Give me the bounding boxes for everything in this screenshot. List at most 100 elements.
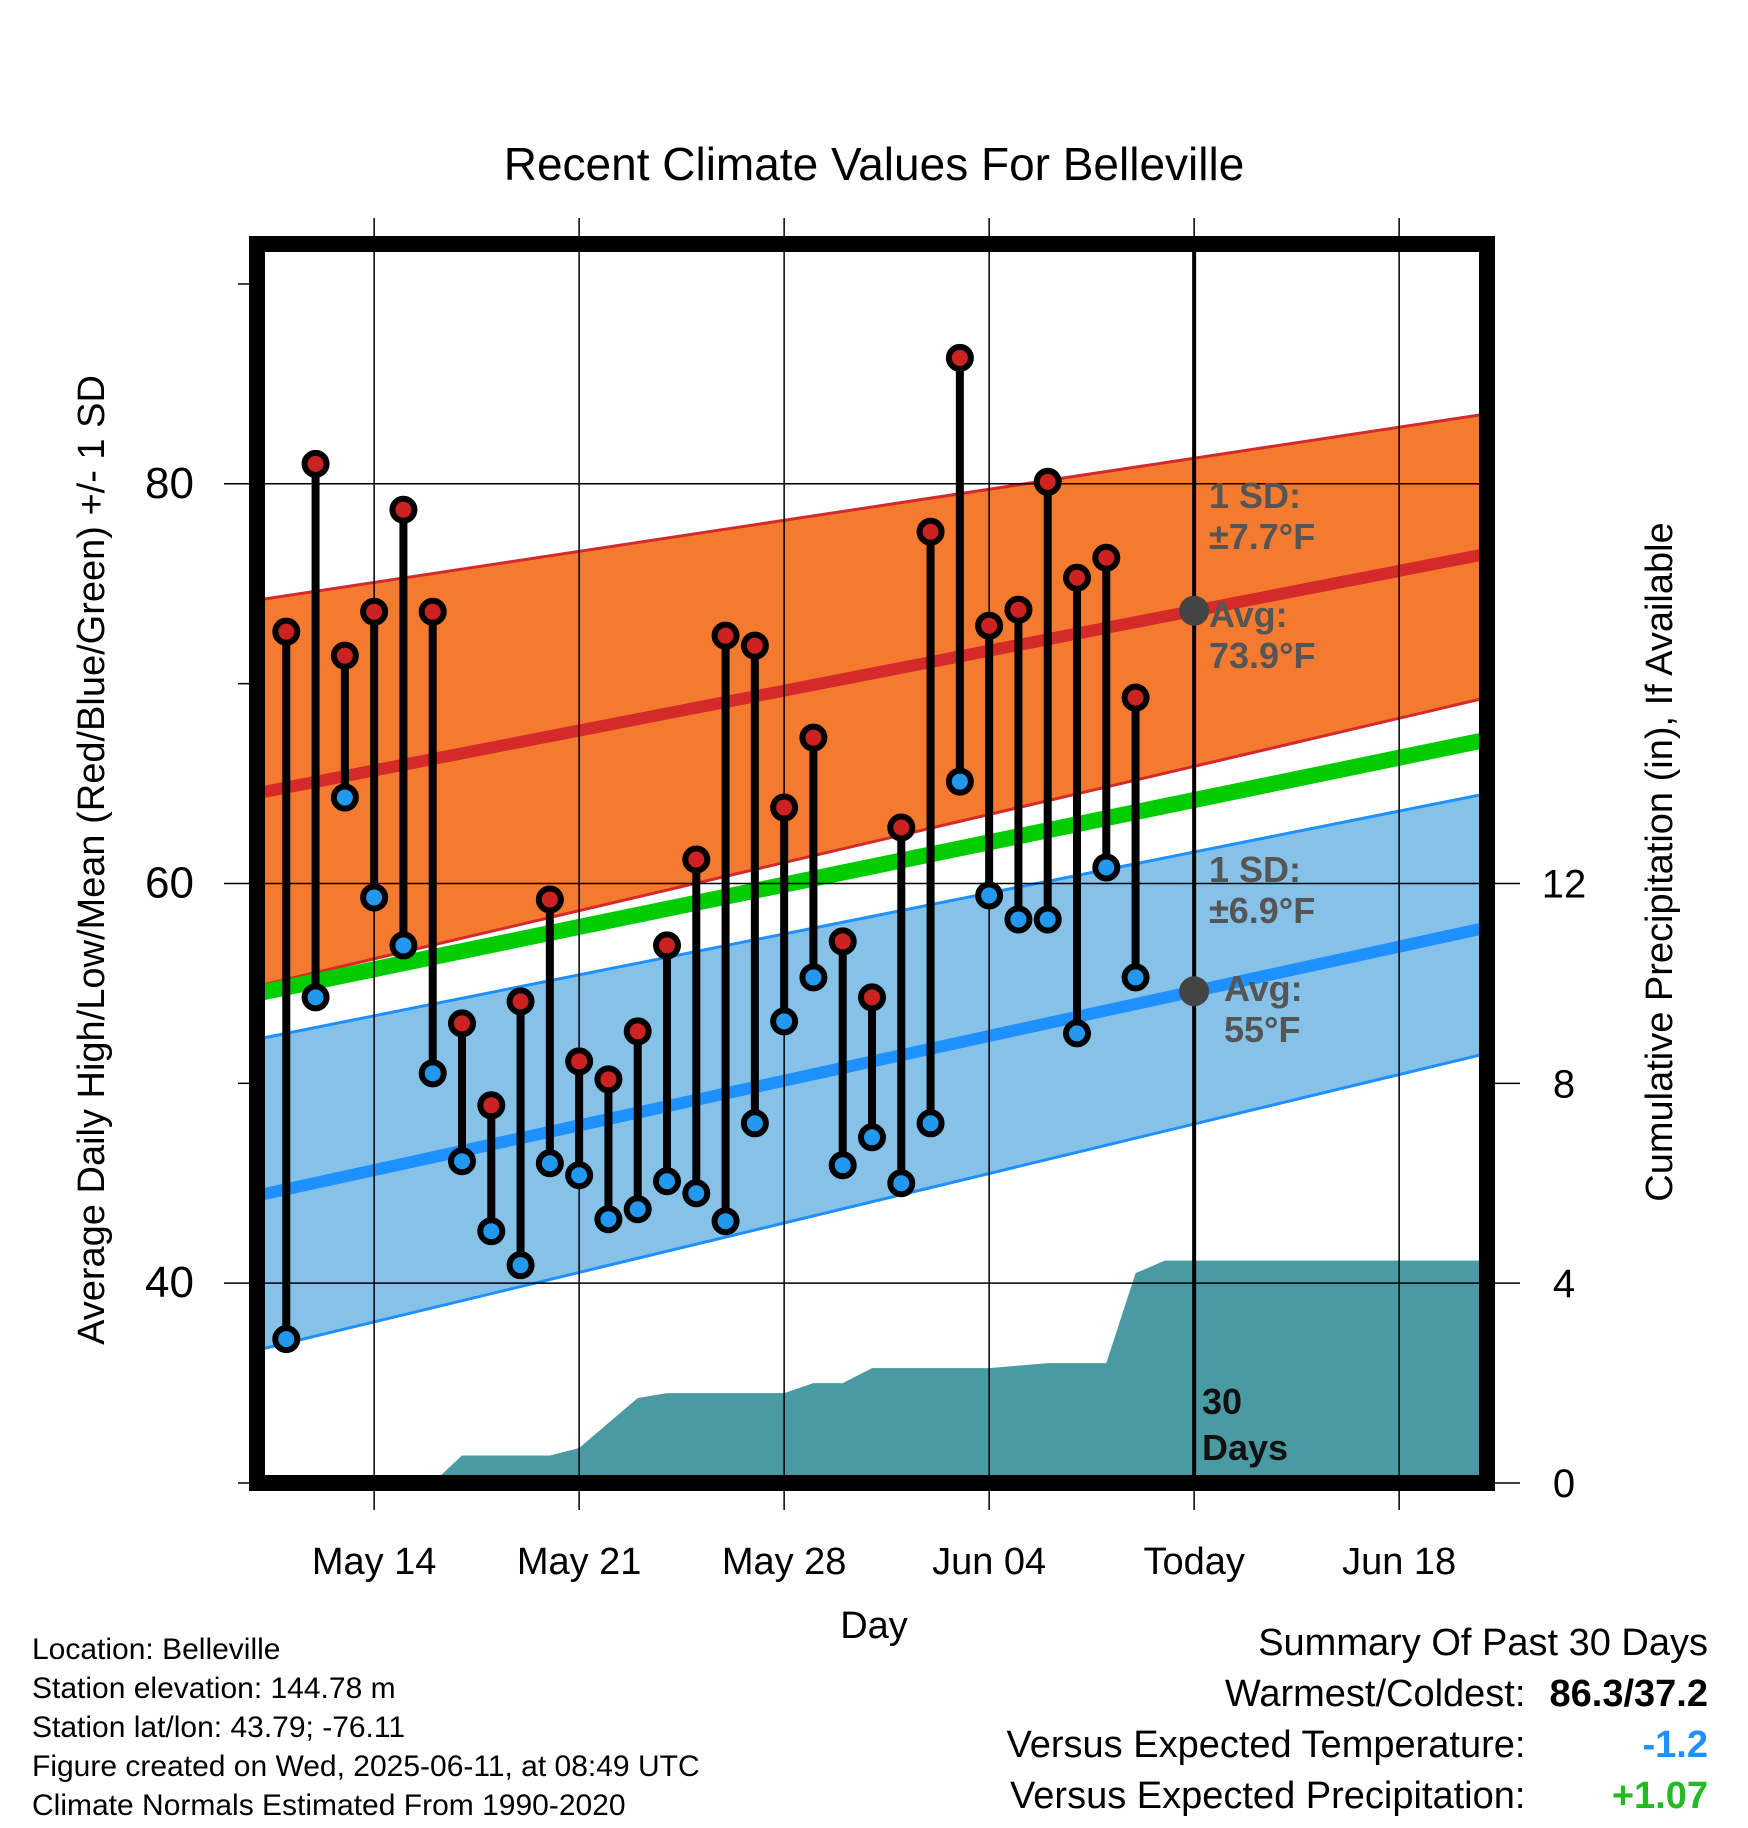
low-sd-label: 1 SD: — [1209, 849, 1301, 890]
low-marker — [448, 1147, 476, 1176]
low-marker — [828, 1151, 857, 1180]
high-sd-band — [257, 413, 1487, 987]
low-marker — [477, 1217, 506, 1246]
high-marker — [272, 617, 301, 646]
created-text: Figure created on Wed, 2025-06-11, at 08… — [32, 1750, 700, 1783]
observations — [272, 343, 1150, 1354]
low-marker — [565, 1161, 594, 1190]
high-marker — [711, 621, 740, 650]
station-info: Location: Belleville Station elevation: … — [32, 1630, 700, 1825]
warm-cold-value: 86.3/37.2 — [1549, 1673, 1708, 1715]
high-marker — [594, 1065, 623, 1094]
x-tick-label: Today — [1143, 1541, 1244, 1583]
today-low-avg-marker — [1179, 976, 1210, 1007]
high-marker — [477, 1091, 506, 1120]
high-marker — [975, 611, 1004, 640]
low-marker — [506, 1251, 535, 1280]
low-sd-band-lower-edge — [257, 1051, 1487, 1352]
precip-area — [257, 1260, 1487, 1483]
days-label-text: Days — [1202, 1427, 1288, 1468]
low-marker — [623, 1195, 652, 1224]
high-sd-value: ±7.7°F — [1209, 516, 1315, 557]
y-left-tick-label: 40 — [145, 1258, 194, 1307]
low-marker — [272, 1325, 301, 1354]
high-marker — [1033, 467, 1062, 496]
x-tick-label: Jun 18 — [1342, 1541, 1456, 1583]
low-marker — [330, 783, 359, 812]
high-sd-band-upper-edge — [257, 412, 1487, 602]
high-marker — [565, 1047, 594, 1076]
high-marker — [799, 723, 828, 752]
x-tick-label: Jun 04 — [932, 1541, 1046, 1583]
precip-label: Versus Expected Precipitation: — [1010, 1775, 1526, 1817]
y-right-tick-label: 0 — [1553, 1462, 1575, 1506]
high-marker — [945, 343, 974, 372]
x-tick-label: May 14 — [312, 1541, 437, 1583]
high-marker — [360, 597, 389, 626]
low-marker — [594, 1205, 623, 1234]
warm-cold-label: Warmest/Coldest: — [1224, 1673, 1526, 1715]
summary-temp: Versus Expected Temperature: -1.2 — [1007, 1720, 1708, 1771]
low-marker — [975, 881, 1004, 910]
y-right-tick-label: 12 — [1542, 862, 1587, 906]
summary-title: Summary Of Past 30 Days — [1258, 1622, 1708, 1664]
high-marker — [535, 885, 564, 914]
days-label-number: 30 — [1202, 1381, 1242, 1422]
low-marker — [887, 1169, 916, 1198]
low-marker — [301, 983, 330, 1012]
chart-title: Recent Climate Values For Belleville — [504, 138, 1245, 190]
high-marker — [301, 449, 330, 478]
y-left-tick-label: 80 — [145, 459, 194, 508]
low-avg-label: Avg: — [1224, 968, 1303, 1009]
low-marker — [535, 1149, 564, 1178]
low-marker — [1033, 905, 1062, 934]
today-high-avg-marker — [1179, 595, 1210, 626]
plot-frame — [249, 236, 1495, 1491]
high-sd-label: 1 SD: — [1209, 475, 1301, 516]
low-avg-value: 55°F — [1224, 1009, 1300, 1050]
temp-label: Versus Expected Temperature: — [1006, 1724, 1526, 1766]
x-tick-label: May 28 — [722, 1541, 847, 1583]
high-avg-value: 73.9°F — [1209, 635, 1315, 676]
y-left-tick-label: 60 — [145, 858, 194, 907]
precip-value: +1.07 — [1611, 1775, 1708, 1817]
high-marker — [418, 597, 447, 626]
high-marker — [1063, 563, 1091, 592]
low-marker — [799, 963, 828, 992]
y-right-tick-label: 8 — [1553, 1062, 1575, 1106]
summary-panel: Summary Of Past 30 Days Warmest/Coldest:… — [1007, 1618, 1708, 1822]
elevation-text: Station elevation: 144.78 m — [32, 1672, 396, 1705]
low-marker — [770, 1007, 799, 1036]
normal-low-line — [257, 921, 1487, 1202]
temp-value: -1.2 — [1642, 1724, 1708, 1766]
high-marker — [389, 495, 418, 524]
location-text: Location: Belleville — [32, 1633, 281, 1666]
high-marker — [916, 517, 945, 546]
high-marker — [770, 793, 799, 822]
normals-text: Climate Normals Estimated From 1990-2020 — [32, 1789, 626, 1822]
summary-precip: Versus Expected Precipitation: +1.07 — [1007, 1771, 1708, 1822]
high-marker — [448, 1009, 476, 1038]
high-marker — [1004, 595, 1033, 624]
low-marker — [389, 931, 418, 960]
low-marker — [418, 1059, 447, 1088]
y-right-tick-label: 4 — [1553, 1262, 1575, 1306]
x-tick-label: May 21 — [517, 1541, 642, 1583]
x-axis-label: Day — [840, 1605, 908, 1647]
low-marker — [653, 1167, 681, 1196]
high-marker — [682, 845, 711, 874]
low-marker — [916, 1109, 945, 1138]
y-axis-label-left: Average Daily High/Low/Mean (Red/Blue/Gr… — [71, 375, 113, 1345]
high-avg-label: Avg: — [1209, 594, 1288, 635]
low-marker — [1063, 1019, 1091, 1048]
summary-warm-cold: Warmest/Coldest: 86.3/37.2 — [1007, 1669, 1708, 1720]
high-marker — [330, 641, 359, 670]
high-marker — [623, 1017, 652, 1046]
latlon-text: Station lat/lon: 43.79; -76.11 — [32, 1711, 406, 1744]
high-marker — [653, 931, 681, 960]
low-marker — [711, 1207, 740, 1236]
high-marker — [1121, 683, 1150, 712]
low-marker — [945, 767, 974, 796]
high-marker — [887, 813, 916, 842]
